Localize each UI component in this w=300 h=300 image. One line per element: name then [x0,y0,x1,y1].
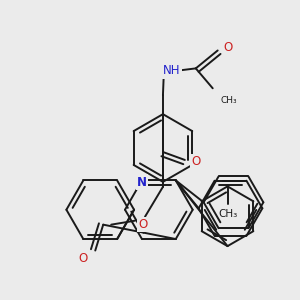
Text: NH: NH [163,64,181,77]
Text: O: O [223,41,232,54]
Text: O: O [191,155,200,168]
Text: O: O [138,218,148,231]
Text: O: O [79,252,88,265]
Text: CH₃: CH₃ [221,96,237,105]
Text: N: N [137,176,147,189]
Text: CH₃: CH₃ [218,209,237,219]
